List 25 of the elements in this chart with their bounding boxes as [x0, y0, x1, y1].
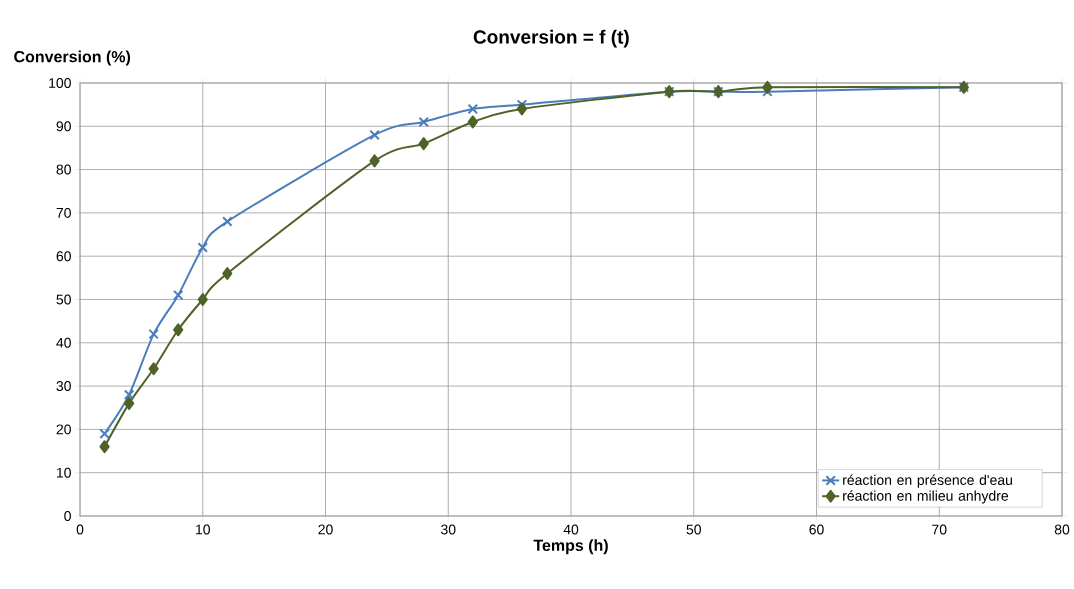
y-tick-label: 90 [56, 121, 71, 132]
x-tick-label: 0 [76, 524, 84, 535]
y-tick-label: 20 [56, 424, 71, 435]
x-tick-label: 10 [196, 524, 210, 535]
y-tick-label: 50 [56, 294, 71, 305]
y-tick-label: 30 [56, 381, 71, 392]
legend-label: réaction en présence d'eau [843, 474, 1012, 488]
y-axis-title: Conversion (%) [14, 50, 131, 66]
x-tick-label: 20 [318, 524, 333, 535]
y-tick-label: 0 [64, 511, 71, 521]
y-tick-label: 40 [56, 337, 71, 348]
y-tick-label: 70 [56, 207, 71, 218]
x-tick-label: 30 [441, 524, 456, 535]
y-tick-label: 60 [56, 251, 71, 262]
x-tick-label: 70 [932, 524, 947, 535]
y-tick-label: 10 [56, 467, 71, 478]
y-tick-label: 100 [49, 78, 71, 88]
x-tick-label: 40 [563, 524, 579, 535]
legend-label: réaction en milieu anhydre [843, 490, 1009, 504]
y-tick-label: 80 [56, 164, 71, 175]
chart-title: Conversion = f (t) [473, 29, 629, 48]
x-tick-label: 80 [1054, 524, 1070, 535]
x-tick-label: 50 [686, 524, 701, 535]
x-tick-label: 60 [809, 524, 824, 535]
x-axis-title: Temps (h) [533, 539, 608, 555]
